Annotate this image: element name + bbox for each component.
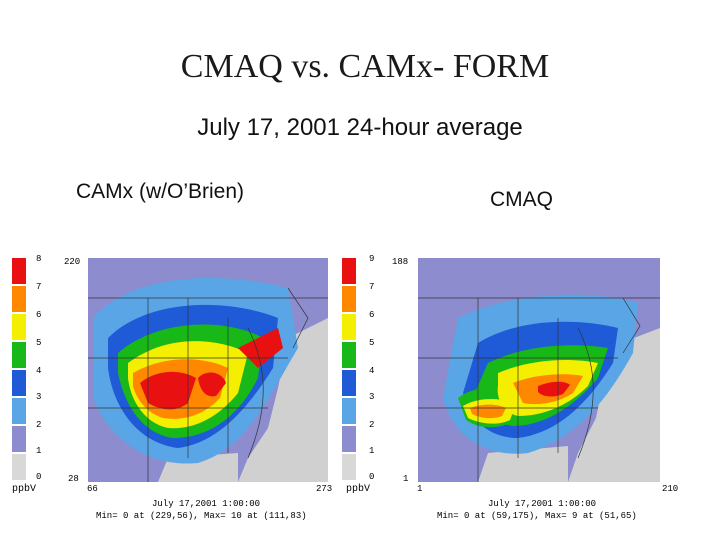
left-concentration-map: [88, 258, 328, 482]
colorbar-swatch-3: [12, 398, 26, 424]
colorbar-tick: 7: [369, 282, 375, 292]
colorbar-swatch-1: [12, 454, 26, 480]
colorbar-tick: 1: [36, 446, 42, 456]
x-axis-right-label: 210: [662, 484, 679, 494]
colorbar-tick: 7: [36, 282, 42, 292]
y-axis-top-label: 188: [392, 257, 409, 267]
colorbar-swatch-8: [12, 258, 26, 284]
colorbar-tick: 0: [36, 472, 42, 482]
x-axis-left-label: 1: [417, 484, 423, 494]
colorbar-tick: 6: [36, 310, 42, 320]
y-axis-bottom-label: 1: [403, 474, 409, 484]
colorbar-swatch-7: [12, 286, 26, 312]
colorbar-tick: 2: [369, 420, 375, 430]
colorbar-tick: 2: [36, 420, 42, 430]
colorbar-swatch-1: [342, 454, 356, 480]
colorbar-tick: 5: [369, 338, 375, 348]
colorbar-tick: 5: [36, 338, 42, 348]
slide-title: CMAQ vs. CAMx- FORM: [180, 48, 550, 85]
colorbar-swatch-2: [12, 426, 26, 452]
colorbar-swatch-2: [342, 426, 356, 452]
colorbar-swatch-5: [12, 342, 26, 368]
colorbar-swatch-9: [342, 258, 356, 284]
unit-label: ppbV: [346, 484, 371, 495]
map-date: July 17,2001 1:00:00: [488, 499, 597, 509]
colorbar-tick: 3: [369, 392, 375, 402]
colorbar-tick: 4: [369, 366, 375, 376]
y-axis-top-label: 220: [64, 257, 81, 267]
left-colorbar: [12, 258, 26, 482]
x-axis-left-label: 66: [87, 484, 98, 494]
colorbar-swatch-4: [342, 370, 356, 396]
slide-subtitle: July 17, 2001 24-hour average: [197, 114, 523, 141]
right-concentration-map: [418, 258, 660, 482]
colorbar-tick: 8: [36, 254, 42, 264]
y-axis-bottom-label: 28: [68, 474, 79, 484]
colorbar-swatch-6: [12, 314, 26, 340]
right-colorbar: [342, 258, 356, 482]
colorbar-swatch-5: [342, 342, 356, 368]
map-minmax: Min= 0 at (229,56), Max= 10 at (111,83): [96, 511, 307, 521]
left-panel-label: CAMx (w/O’Brien): [76, 180, 245, 203]
colorbar-tick: 0: [369, 472, 375, 482]
colorbar-swatch-6: [342, 314, 356, 340]
colorbar-tick: 4: [36, 366, 42, 376]
colorbar-swatch-7: [342, 286, 356, 312]
x-axis-right-label: 273: [316, 484, 333, 494]
colorbar-tick: 1: [369, 446, 375, 456]
colorbar-tick: 3: [36, 392, 42, 402]
map-date: July 17,2001 1:00:00: [152, 499, 261, 509]
unit-label: ppbV: [12, 484, 37, 495]
colorbar-swatch-4: [12, 370, 26, 396]
colorbar-tick: 9: [369, 254, 375, 264]
colorbar-swatch-3: [342, 398, 356, 424]
map-minmax: Min= 0 at (59,175), Max= 9 at (51,65): [437, 511, 637, 521]
right-panel-label: CMAQ: [490, 188, 553, 211]
colorbar-tick: 6: [369, 310, 375, 320]
